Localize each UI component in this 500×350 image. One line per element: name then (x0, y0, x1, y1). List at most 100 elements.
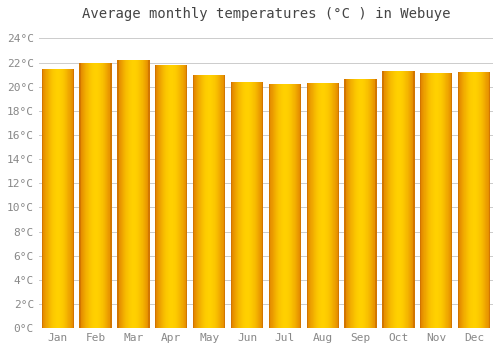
Bar (167, 65, 168, 328)
Bar (467, 72, 468, 328)
Bar (284, 84, 285, 328)
Bar (96, 63, 97, 328)
Bar (335, 83, 336, 328)
Bar (173, 65, 174, 328)
Bar (63, 69, 64, 328)
Bar (451, 74, 452, 328)
Bar (186, 65, 188, 328)
Bar (209, 75, 210, 328)
Bar (165, 65, 166, 328)
Bar (130, 60, 131, 328)
Bar (437, 74, 438, 328)
Bar (420, 74, 422, 328)
Bar (49, 69, 50, 328)
Bar (119, 60, 120, 328)
Bar (297, 84, 298, 328)
Bar (217, 75, 218, 328)
Bar (306, 83, 308, 328)
Bar (210, 75, 211, 328)
Bar (82, 63, 84, 328)
Bar (321, 83, 322, 328)
Bar (72, 69, 74, 328)
Bar (299, 84, 300, 328)
Bar (56, 69, 57, 328)
Bar (409, 71, 410, 328)
Bar (469, 72, 470, 328)
Bar (135, 60, 136, 328)
Bar (196, 75, 197, 328)
Bar (292, 84, 293, 328)
Bar (464, 72, 465, 328)
Bar (324, 83, 325, 328)
Bar (164, 65, 165, 328)
Bar (323, 83, 324, 328)
Bar (318, 83, 319, 328)
Bar (476, 72, 477, 328)
Bar (423, 74, 424, 328)
Bar (300, 84, 301, 328)
Bar (71, 69, 72, 328)
Bar (86, 63, 87, 328)
Bar (397, 71, 398, 328)
Bar (144, 60, 146, 328)
Bar (261, 82, 262, 328)
Bar (486, 72, 487, 328)
Bar (212, 75, 213, 328)
Bar (262, 82, 263, 328)
Bar (235, 82, 236, 328)
Bar (61, 69, 62, 328)
Bar (282, 84, 284, 328)
Bar (147, 60, 148, 328)
Bar (278, 84, 279, 328)
Bar (180, 65, 181, 328)
Bar (269, 84, 270, 328)
Bar (202, 75, 203, 328)
Bar (240, 82, 241, 328)
Bar (54, 69, 55, 328)
Bar (404, 71, 405, 328)
Bar (242, 82, 243, 328)
Bar (141, 60, 142, 328)
Bar (356, 79, 357, 328)
Bar (283, 84, 284, 328)
Bar (330, 83, 331, 328)
Bar (291, 84, 292, 328)
Bar (140, 60, 141, 328)
Bar (489, 72, 490, 328)
Bar (336, 83, 337, 328)
Bar (369, 79, 370, 328)
Bar (355, 79, 356, 328)
Bar (362, 79, 364, 328)
Bar (110, 63, 111, 328)
Bar (259, 82, 260, 328)
Bar (388, 71, 389, 328)
Bar (357, 79, 358, 328)
Bar (349, 79, 350, 328)
Bar (466, 72, 467, 328)
Bar (432, 74, 433, 328)
Bar (460, 72, 461, 328)
Bar (436, 74, 437, 328)
Bar (179, 65, 180, 328)
Bar (204, 75, 205, 328)
Bar (122, 60, 124, 328)
Bar (168, 65, 169, 328)
Bar (249, 82, 250, 328)
Bar (128, 60, 129, 328)
Bar (104, 63, 106, 328)
Bar (439, 74, 440, 328)
Bar (438, 74, 439, 328)
Bar (465, 72, 466, 328)
Bar (166, 65, 167, 328)
Bar (155, 65, 156, 328)
Bar (139, 60, 140, 328)
Bar (107, 63, 108, 328)
Bar (426, 74, 427, 328)
Bar (258, 82, 259, 328)
Bar (129, 60, 130, 328)
Bar (396, 71, 397, 328)
Bar (124, 60, 125, 328)
Bar (420, 74, 422, 328)
Bar (215, 75, 216, 328)
Bar (332, 83, 333, 328)
